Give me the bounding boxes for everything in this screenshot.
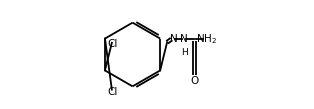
Text: O: O — [191, 76, 199, 86]
Text: Cl: Cl — [108, 87, 118, 97]
Text: Cl: Cl — [108, 39, 118, 49]
Text: H: H — [181, 48, 187, 57]
Text: N: N — [180, 34, 188, 44]
Text: N: N — [170, 34, 177, 44]
Text: NH$_2$: NH$_2$ — [196, 32, 217, 46]
